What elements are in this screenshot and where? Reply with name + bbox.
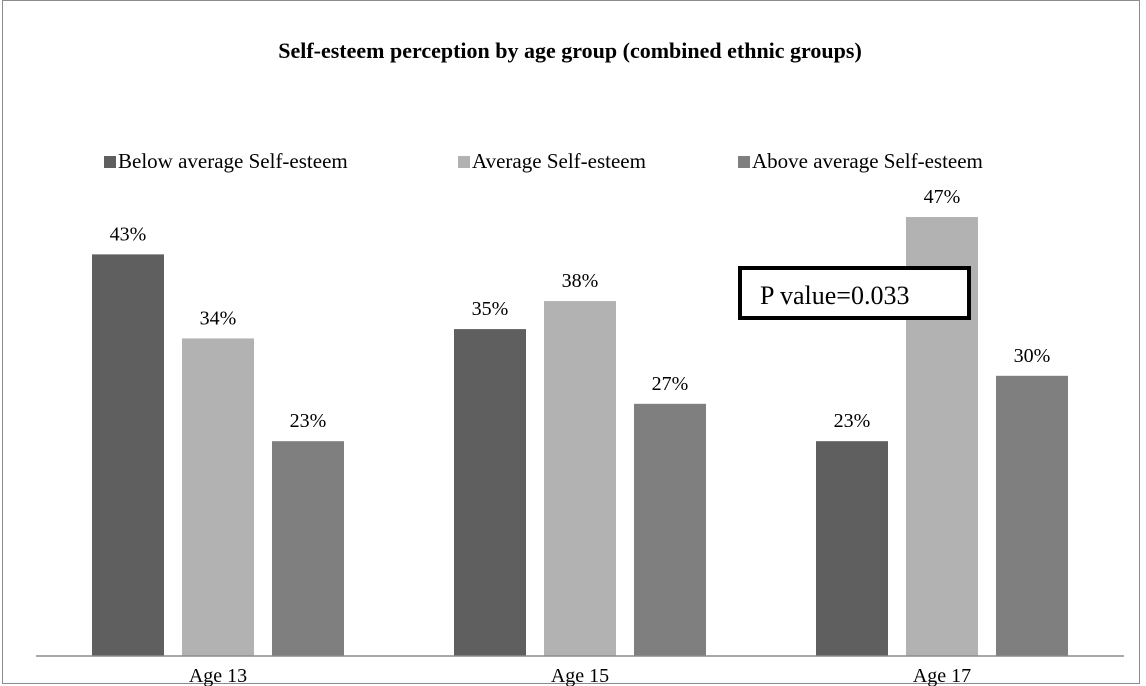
data-label-age-17-above-average-self-esteem: 30% bbox=[1014, 345, 1051, 367]
bar-age-15-average-self-esteem bbox=[544, 301, 616, 656]
data-label-age-15-average-self-esteem: 38% bbox=[562, 270, 599, 292]
bar-age-17-above-average-self-esteem bbox=[996, 375, 1068, 656]
legend: Below average Self-esteem Average Self-e… bbox=[104, 149, 983, 173]
data-label-age-13-above-average-self-esteem: 23% bbox=[290, 410, 327, 432]
bar-age-15-below-average-self-esteem bbox=[454, 329, 526, 656]
category-labels-group: Age 13 Age 15 Age 17 bbox=[189, 665, 971, 686]
category-label-age-17: Age 17 bbox=[913, 665, 971, 686]
p-value-text: P value=0.033 bbox=[760, 281, 909, 310]
data-label-age-13-average-self-esteem: 34% bbox=[200, 307, 237, 329]
bar-age-13-above-average-self-esteem bbox=[272, 441, 344, 656]
bar-age-13-average-self-esteem bbox=[182, 338, 254, 656]
data-label-age-17-below-average-self-esteem: 23% bbox=[834, 410, 871, 432]
legend-swatch-above-average bbox=[738, 156, 750, 168]
bar-age-13-below-average-self-esteem bbox=[92, 254, 164, 656]
category-label-age-13: Age 13 bbox=[189, 665, 247, 686]
data-labels-group: 43% 34% 23% 35% 38% 27% 23% 47% 30% bbox=[110, 186, 1051, 432]
bar-age-15-above-average-self-esteem bbox=[634, 403, 706, 656]
bar-age-17-below-average-self-esteem bbox=[816, 441, 888, 656]
data-label-age-15-below-average-self-esteem: 35% bbox=[472, 298, 509, 320]
data-label-age-13-below-average-self-esteem: 43% bbox=[110, 223, 147, 245]
data-label-age-17-average-self-esteem: 47% bbox=[924, 186, 961, 208]
legend-label-below-average: Below average Self-esteem bbox=[118, 149, 348, 173]
legend-swatch-below-average bbox=[104, 156, 116, 168]
legend-label-above-average: Above average Self-esteem bbox=[752, 149, 983, 173]
chart-title: Self-esteem perception by age group (com… bbox=[278, 38, 862, 63]
p-value-annotation: P value=0.033 bbox=[738, 266, 971, 320]
legend-swatch-average bbox=[458, 156, 470, 168]
p-value-box bbox=[738, 266, 971, 320]
bars-group bbox=[92, 217, 1068, 656]
data-label-age-15-above-average-self-esteem: 27% bbox=[652, 373, 689, 395]
legend-label-average: Average Self-esteem bbox=[472, 149, 646, 173]
category-label-age-15: Age 15 bbox=[551, 665, 609, 686]
